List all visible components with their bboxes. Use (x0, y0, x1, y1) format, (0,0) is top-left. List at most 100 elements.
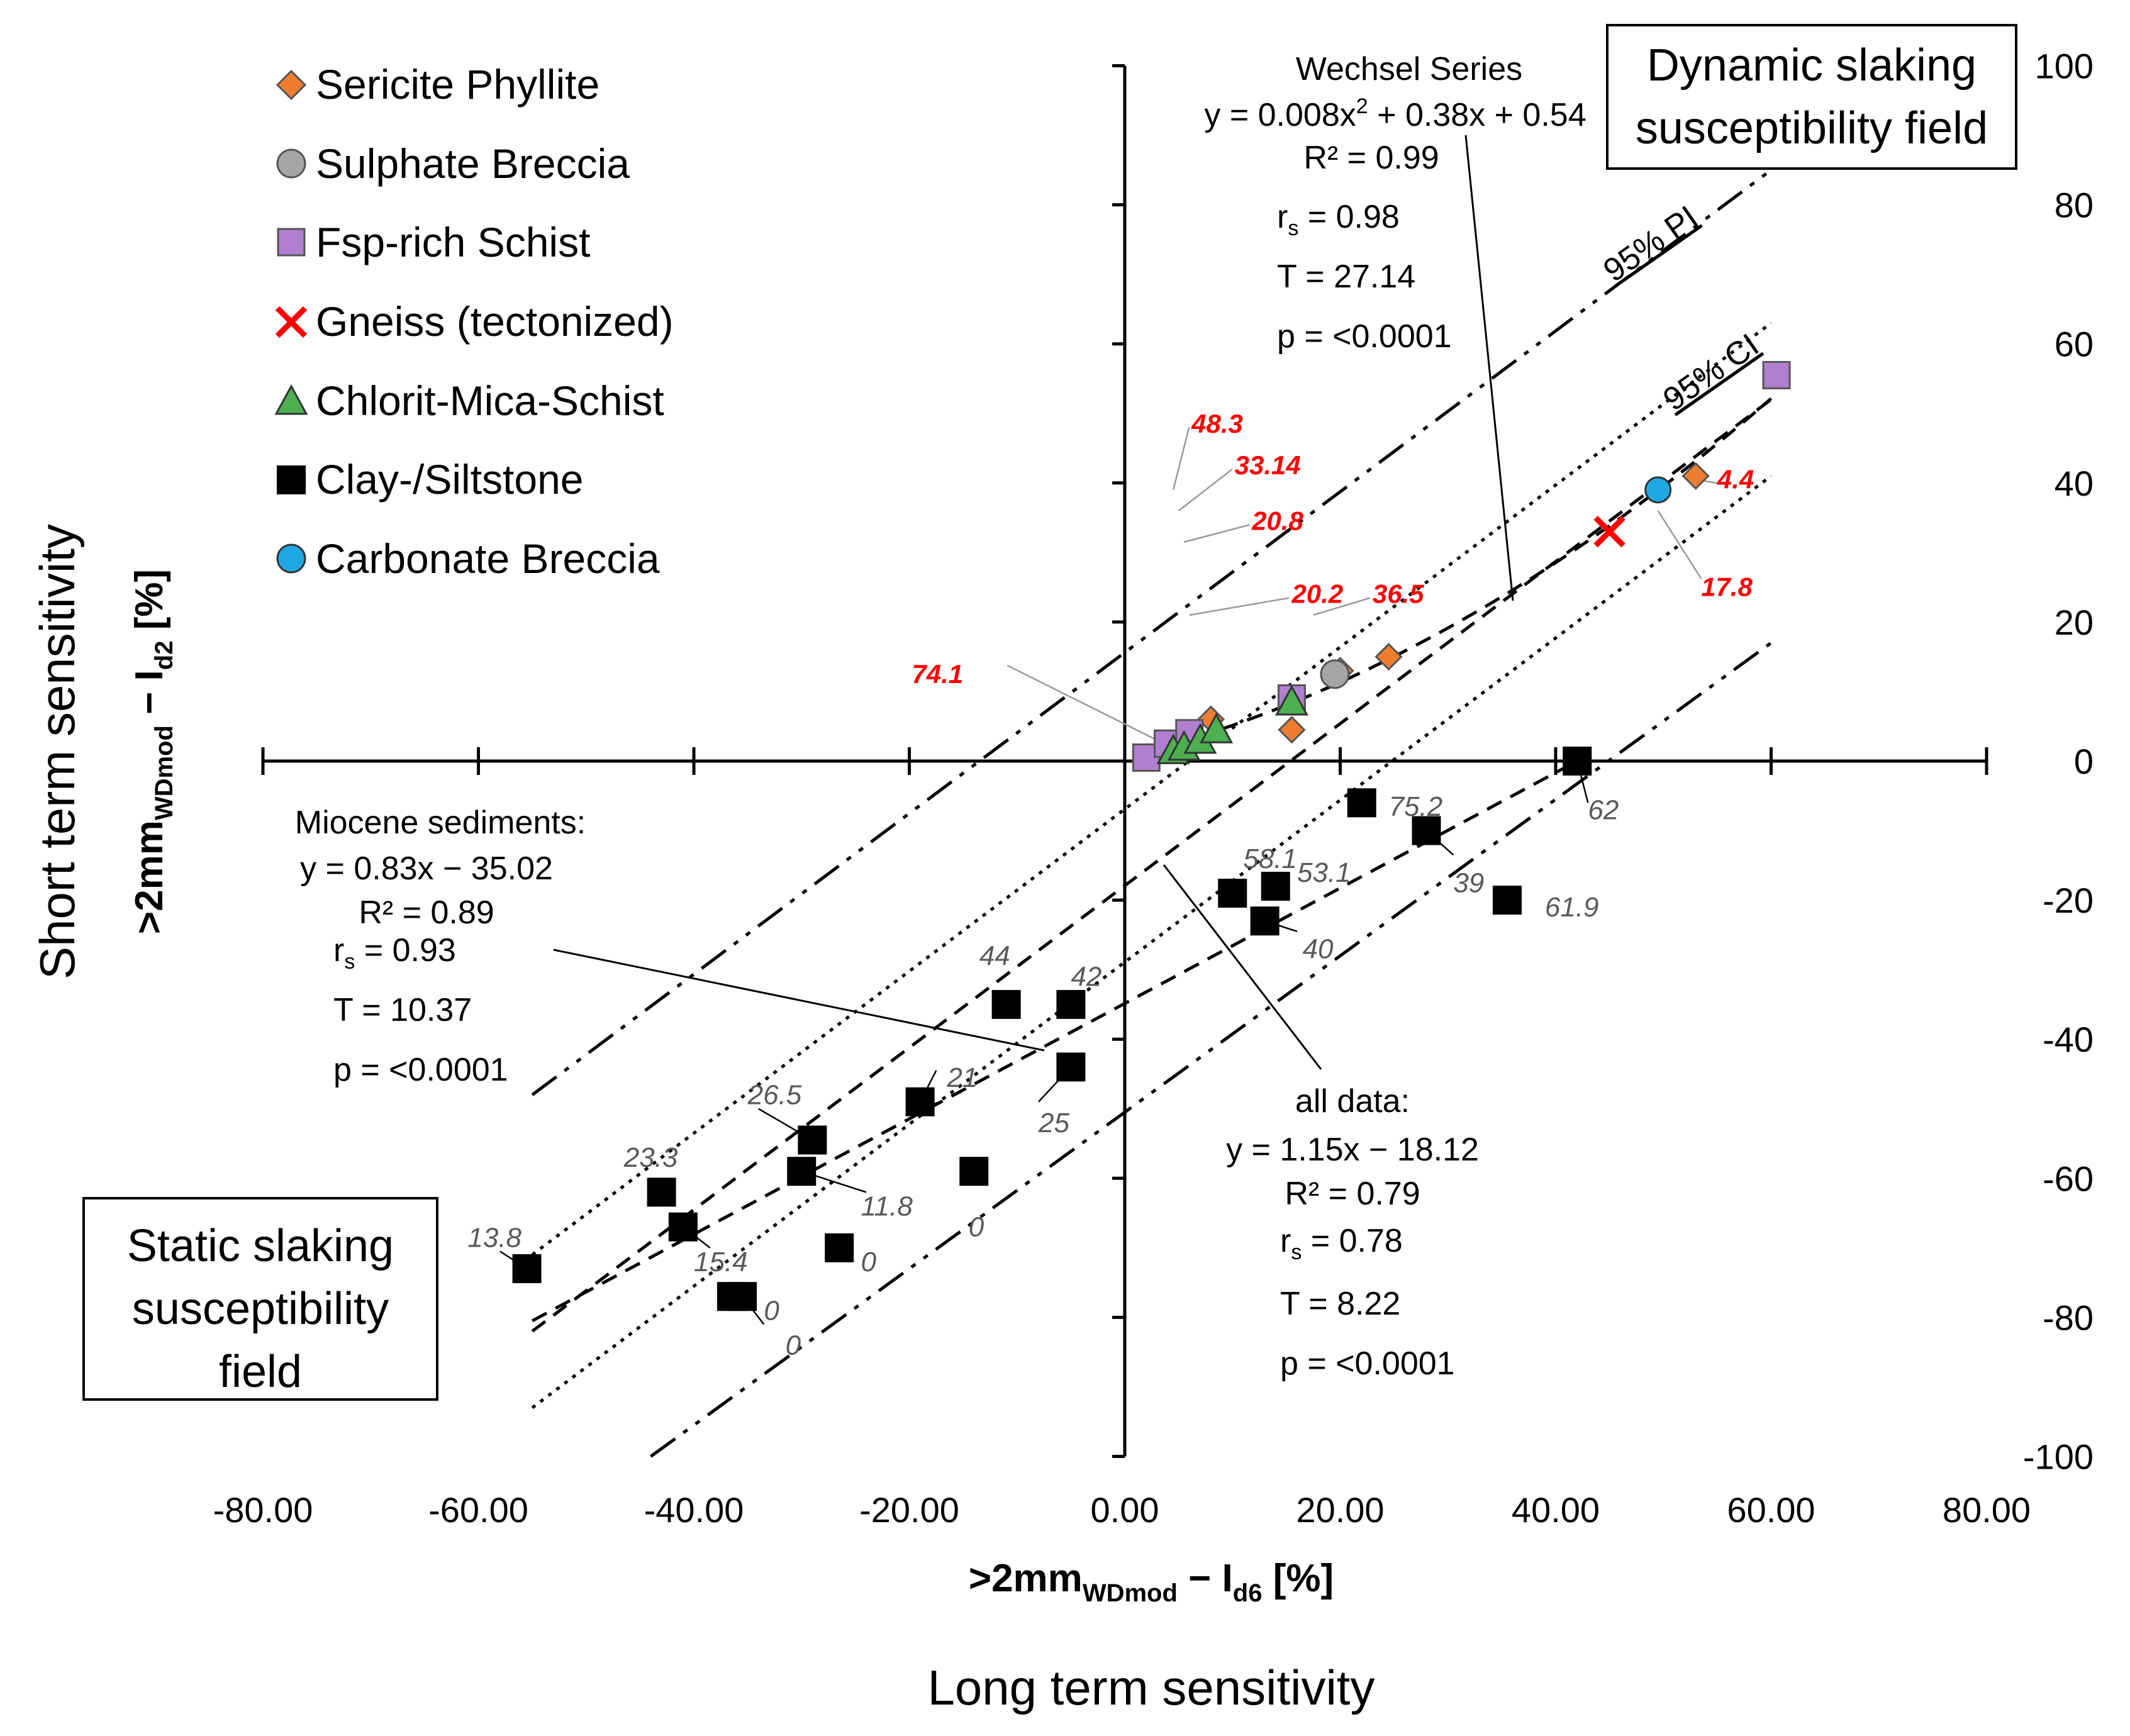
all-data-stats: all data: y = 1.15x − 18.12 R² = 0.79 rs… (1163, 864, 1479, 1382)
square-marker-icon (277, 228, 306, 257)
point-label-grey: 0 (786, 1330, 801, 1361)
svg-text:Carbonate Breccia: Carbonate Breccia (316, 535, 660, 582)
svg-text:Miocene sediments:: Miocene sediments: (295, 804, 586, 841)
svg-text:R² = 0.89: R² = 0.89 (359, 894, 494, 931)
point-label-grey: 44 (979, 941, 1010, 972)
clay-siltstone-point (1250, 906, 1280, 936)
point-label-grey: 15.4 (694, 1247, 748, 1277)
point-label-grey: 13.8 (467, 1222, 521, 1253)
clay-siltstone-point (1261, 871, 1290, 901)
label-leader (1657, 510, 1702, 579)
y-tick-label: 0 (2074, 742, 2094, 781)
point-label-grey: 39 (1453, 867, 1484, 898)
ci-lower-line (531, 474, 1773, 1410)
fsp-rich-schist-point (1762, 360, 1791, 389)
x-tick-label: 20.00 (1296, 1490, 1384, 1530)
legend-item-clay-siltstone: Clay-/Siltstone (277, 456, 584, 503)
y-tick-label: -20 (2043, 881, 2094, 920)
legend: Sericite Phyllite Sulphate Breccia Fsp-r… (274, 61, 674, 582)
legend-item-sericite-phyllite: Sericite Phyllite (276, 61, 599, 108)
data-points (512, 360, 1791, 1311)
clay-siltstone-point (991, 989, 1021, 1019)
svg-text:Sericite Phyllite: Sericite Phyllite (316, 61, 599, 108)
sericite-phyllite-point (1681, 462, 1710, 490)
svg-text:T = 27.14: T = 27.14 (1277, 259, 1415, 295)
svg-text:all data:: all data: (1295, 1083, 1410, 1120)
svg-text:rs = 0.98: rs = 0.98 (1277, 199, 1400, 240)
point-label-grey: 11.8 (861, 1191, 913, 1222)
svg-text:R² = 0.99: R² = 0.99 (1303, 140, 1439, 176)
clay-siltstone-point (668, 1212, 698, 1242)
pi-label: 95% PI (1597, 199, 1705, 289)
point-label-red: 17.8 (1701, 572, 1753, 602)
x-tick-label: 0.00 (1091, 1490, 1159, 1530)
clay-siltstone-point (1412, 816, 1441, 845)
clay-siltstone-point (728, 1282, 757, 1311)
gneiss-point (1593, 516, 1625, 548)
x-marker-icon (275, 306, 308, 338)
x-axis-caption: Long term sensitivity (928, 1660, 1375, 1715)
wechsel-series-stats: Wechsel Series y = 0.008x2 + 0.38x + 0.5… (1204, 51, 1586, 601)
point-label-grey: 61.9 (1545, 892, 1599, 923)
svg-text:Wechsel Series: Wechsel Series (1296, 51, 1522, 87)
ci-upper-line (531, 321, 1773, 1256)
svg-text:p = <0.0001: p = <0.0001 (1277, 318, 1452, 355)
legend-item-sulphate-breccia: Sulphate Breccia (276, 140, 630, 187)
svg-text:Static slaking: Static slaking (127, 1221, 394, 1271)
svg-text:susceptibility: susceptibility (132, 1284, 389, 1334)
point-label-red: 74.1 (912, 659, 963, 689)
sulphate-breccia-point (1320, 659, 1350, 689)
wechsel-leader (1464, 135, 1514, 601)
svg-text:rs = 0.93: rs = 0.93 (333, 932, 456, 974)
x-tick-label: -60.00 (428, 1490, 528, 1530)
triangle-marker-icon (274, 384, 308, 415)
point-label-red: 36.5 (1373, 579, 1424, 609)
svg-text:field: field (219, 1347, 302, 1397)
all-data-leader (1163, 864, 1322, 1070)
axes (261, 64, 1988, 1458)
clay-siltstone-point (1347, 788, 1376, 818)
point-label-grey: 23.3 (623, 1142, 678, 1173)
svg-text:Chlorit-Mica-Schist: Chlorit-Mica-Schist (316, 377, 664, 424)
svg-text:p = <0.0001: p = <0.0001 (333, 1052, 508, 1088)
circle-marker-icon (276, 543, 306, 574)
y-tick-label: 100 (2035, 47, 2094, 86)
point-label-grey: 75.2 (1389, 791, 1443, 822)
legend-item-carbonate-breccia: Carbonate Breccia (276, 535, 660, 582)
svg-text:R² = 0.79: R² = 0.79 (1285, 1176, 1420, 1212)
y-tick-label: -60 (2043, 1159, 2094, 1198)
chlorit-mica-schist-point (1200, 713, 1234, 743)
dynamic-slaking-box: Dynamic slaking susceptibility field (1606, 24, 2017, 170)
tick-labels: -80.00 -60.00 -40.00 -20.00 0.00 20.00 40.00 60… (213, 47, 2094, 1530)
point-labels: 48.3 33.14 20.8 20.2 36.5 74.1 4.4 17.8 75.2 62 39… (467, 409, 1754, 1361)
clay-siltstone-point (512, 1254, 542, 1284)
svg-text:T = 10.37: T = 10.37 (333, 992, 472, 1028)
y-axis-caption: Short term sensitivity (30, 524, 85, 979)
point-label-grey: 21 (946, 1062, 978, 1093)
clay-siltstone-point (959, 1157, 989, 1186)
svg-text:T = 8.22: T = 8.22 (1280, 1286, 1400, 1322)
y-tick-label: 60 (2055, 325, 2094, 364)
diamond-marker-icon (276, 69, 307, 101)
y-tick-label: -100 (2023, 1437, 2094, 1477)
point-label-red: 33.14 (1235, 450, 1301, 480)
point-label-grey: 58.1 (1243, 843, 1297, 874)
point-label-red: 4.4 (1717, 464, 1754, 494)
legend-item-chlorit-mica-schist: Chlorit-Mica-Schist (274, 377, 664, 424)
point-label-grey: 62 (1588, 794, 1619, 825)
svg-text:y = 0.83x − 35.02: y = 0.83x − 35.02 (300, 850, 553, 887)
clay-siltstone-point (798, 1125, 827, 1155)
y-tick-label: 80 (2055, 186, 2094, 225)
point-label-grey: 0 (764, 1295, 779, 1326)
svg-text:p = <0.0001: p = <0.0001 (1280, 1345, 1455, 1382)
x-axis-title: >2mmWDmod − Id6 [%] (969, 1557, 1334, 1607)
square-marker-icon (277, 465, 306, 494)
label-leader (1178, 469, 1233, 512)
point-label-grey: 0 (861, 1247, 876, 1277)
y-tick-label: -40 (2043, 1020, 2094, 1059)
clay-siltstone-point (825, 1233, 854, 1262)
svg-text:rs = 0.78: rs = 0.78 (1280, 1223, 1403, 1264)
y-tick-label: 40 (2055, 464, 2094, 503)
carbonate-breccia-point (1644, 476, 1672, 504)
clay-siltstone-point (1056, 1052, 1086, 1082)
